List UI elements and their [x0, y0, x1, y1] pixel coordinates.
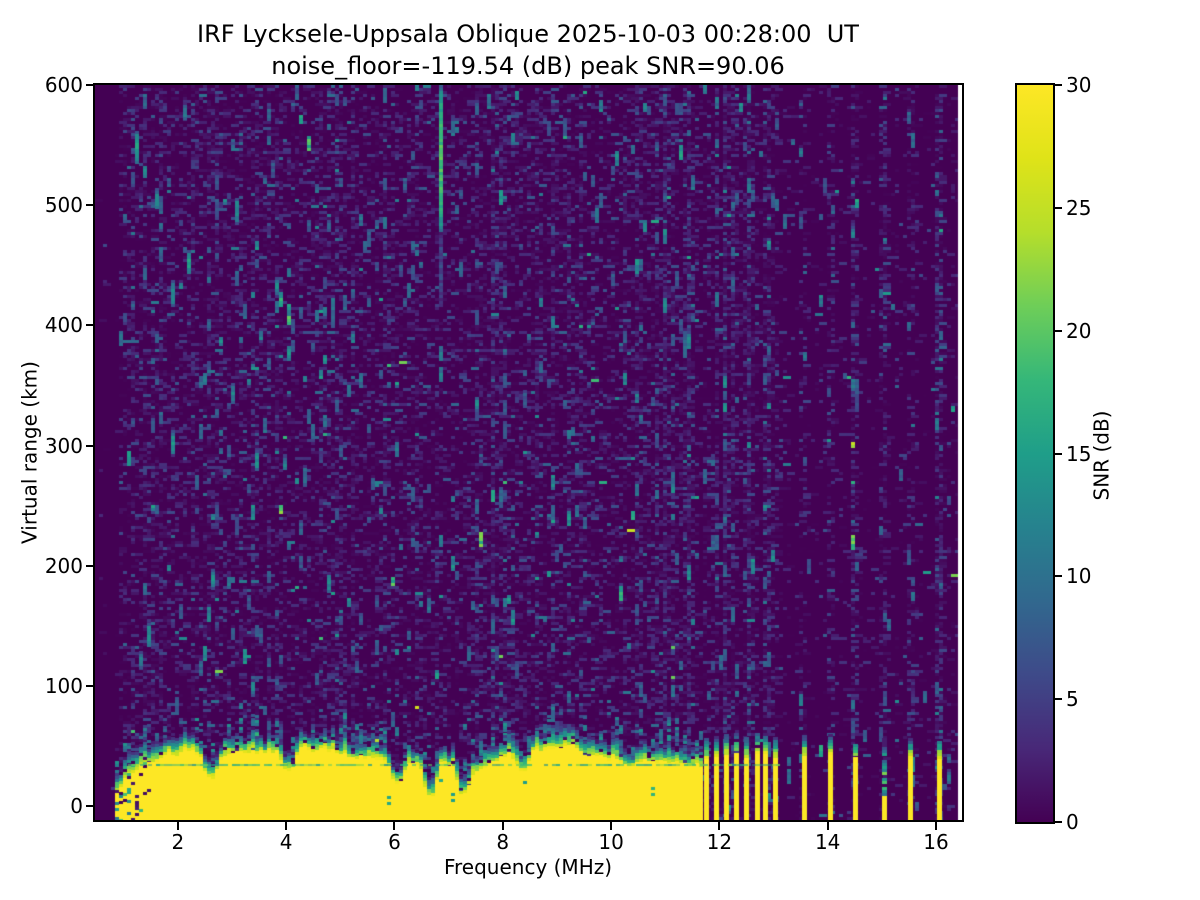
x-tick-label: 12	[706, 830, 733, 854]
y-tick-label: 300	[44, 433, 83, 458]
y-tick-label: 200	[44, 553, 83, 578]
y-tick-label: 400	[44, 313, 83, 338]
y-tick-label: 600	[44, 73, 83, 97]
x-tick-label: 6	[388, 830, 401, 854]
x-tick-label: 4	[279, 830, 293, 854]
colorbar-tick-mark	[1055, 452, 1062, 455]
x-tick-label: 10	[598, 830, 624, 854]
y-tick-label: 100	[44, 673, 83, 698]
x-tick-mark	[826, 822, 829, 830]
x-tick-mark	[285, 822, 288, 830]
y-tick-mark	[86, 444, 94, 447]
colorbar-tick-mark	[1055, 575, 1062, 578]
colorbar-label: SNR (dB)	[1089, 410, 1114, 501]
colorbar-tick-mark	[1055, 821, 1062, 823]
x-tick-mark	[501, 822, 504, 830]
colorbar	[1017, 85, 1053, 822]
y-tick-mark	[86, 324, 94, 327]
ionogram-heatmap	[95, 85, 962, 820]
colorbar-tick-mark	[1055, 329, 1062, 332]
y-tick-mark	[86, 84, 94, 86]
plot-title: IRF Lycksele-Uppsala Oblique 2025-10-03 …	[197, 20, 859, 48]
colorbar-tick-mark	[1055, 84, 1062, 86]
colorbar-tick-label: 10	[1066, 564, 1092, 589]
colorbar-tick-label: 5	[1066, 687, 1079, 712]
colorbar-tick-label: 15	[1066, 441, 1092, 466]
x-tick-label: 2	[171, 830, 185, 854]
y-tick-mark	[86, 204, 94, 207]
x-tick-mark	[935, 822, 937, 830]
colorbar-tick-label: 20	[1066, 318, 1092, 343]
colorbar-tick-label: 25	[1066, 195, 1092, 220]
x-tick-label: 8	[496, 830, 510, 854]
y-tick-label: 500	[44, 193, 83, 218]
plot-subtitle: noise_floor=-119.54 (dB) peak SNR=90.06	[271, 52, 785, 80]
colorbar-tick-label: 0	[1066, 810, 1079, 834]
colorbar-tick-mark	[1055, 698, 1062, 701]
x-tick-label: 16	[923, 830, 949, 854]
y-tick-label: 0	[70, 794, 83, 818]
colorbar-tick-mark	[1055, 206, 1062, 209]
x-tick-mark	[718, 822, 721, 830]
x-tick-mark	[393, 822, 396, 830]
y-tick-mark	[86, 805, 94, 807]
x-tick-mark	[610, 822, 613, 830]
x-axis-label: Frequency (MHz)	[443, 855, 613, 879]
y-tick-mark	[86, 684, 94, 687]
y-tick-mark	[86, 564, 94, 567]
colorbar-tick-label: 30	[1066, 73, 1092, 97]
x-tick-label: 14	[814, 830, 841, 854]
x-tick-mark	[176, 822, 179, 830]
